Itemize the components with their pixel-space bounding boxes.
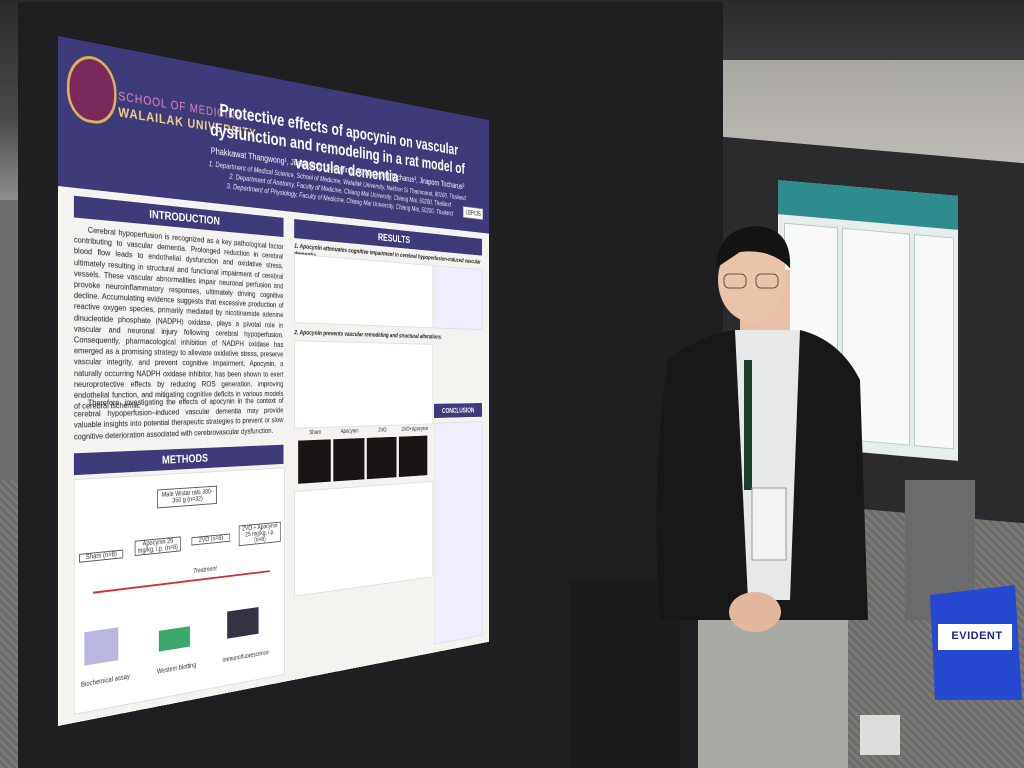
glasses [755, 273, 779, 289]
glasses [723, 273, 747, 289]
presenter [656, 226, 868, 768]
hands [729, 592, 781, 632]
lanyard [744, 360, 752, 490]
bag-label-bg [938, 624, 1012, 650]
face [718, 238, 786, 322]
trousers [698, 600, 848, 768]
bag-brand: EVIDENT [951, 630, 1003, 642]
badge [751, 487, 787, 561]
floor-object [860, 715, 900, 755]
hair [716, 226, 791, 268]
